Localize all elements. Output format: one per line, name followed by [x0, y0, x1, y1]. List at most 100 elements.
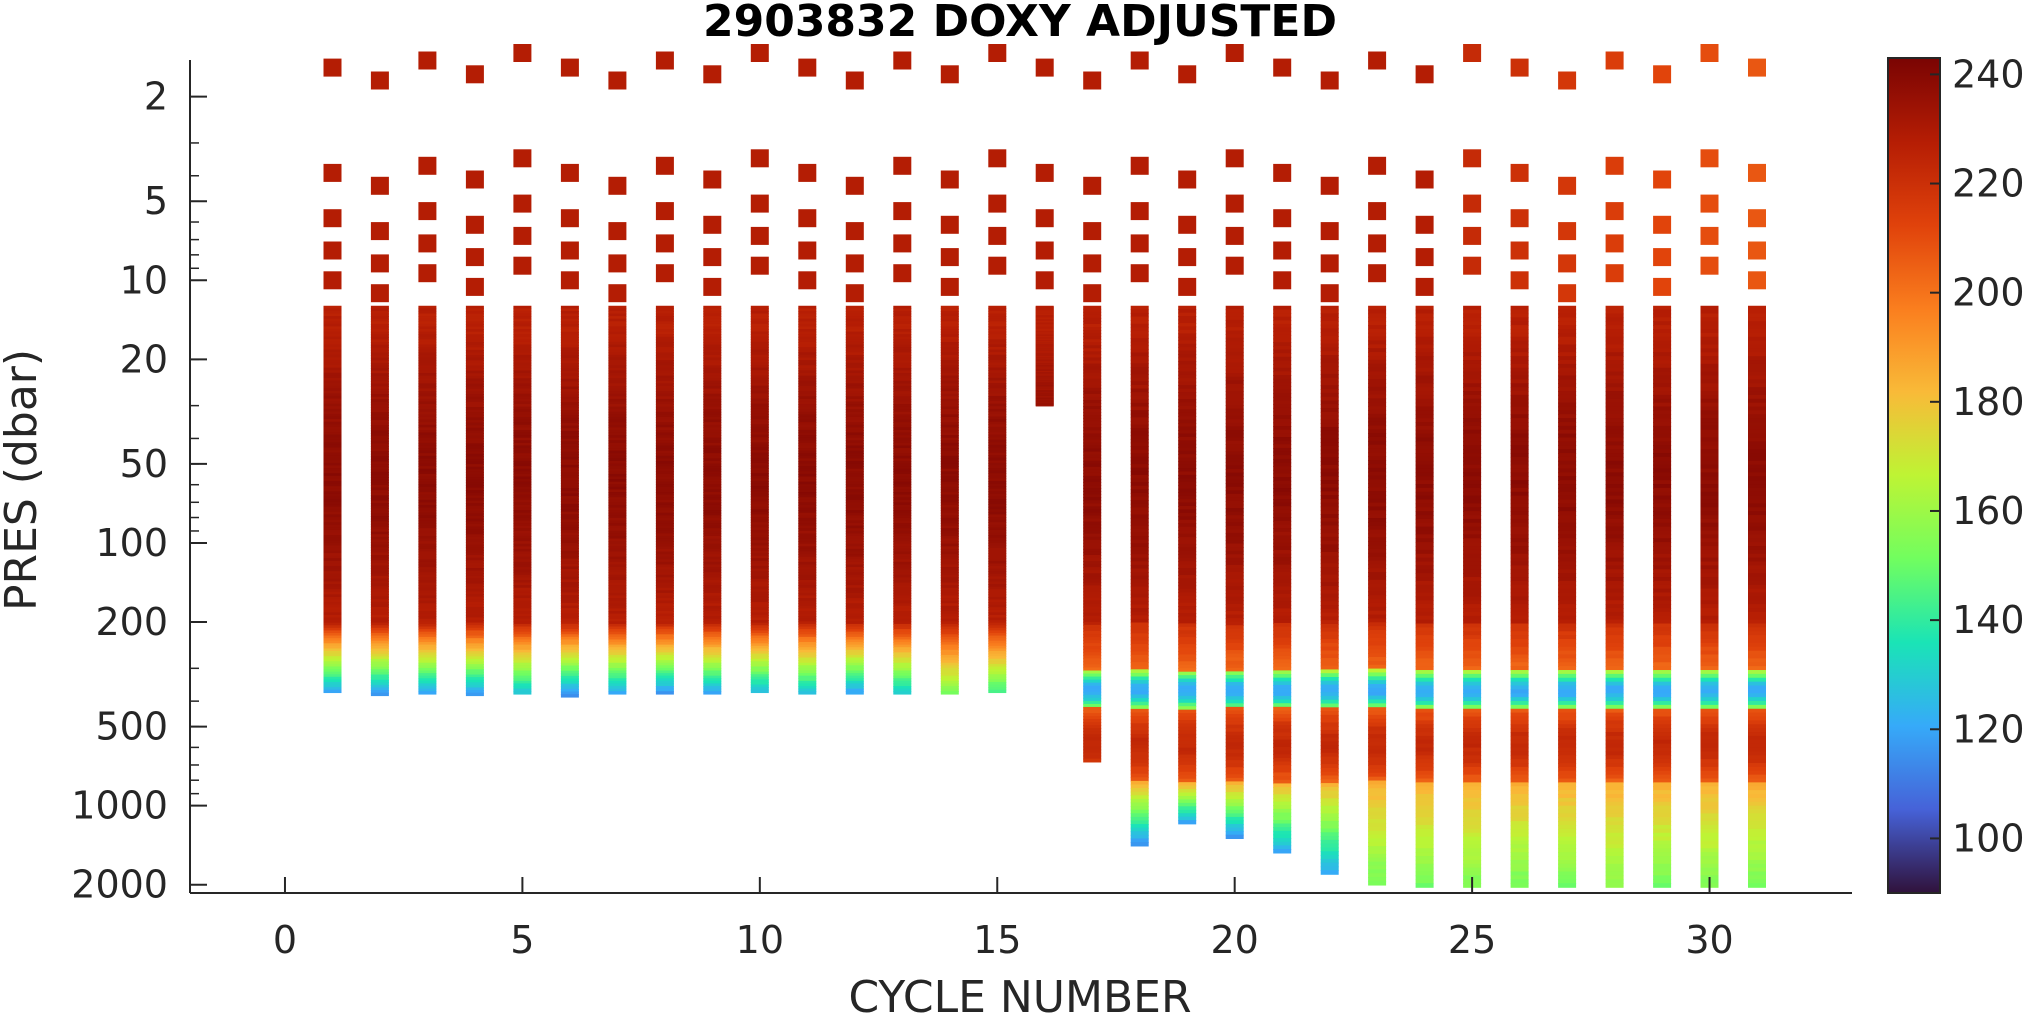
data-point — [940, 574, 959, 579]
data-point — [845, 450, 864, 455]
data-point — [560, 595, 579, 599]
data-point — [1653, 673, 1672, 679]
data-point — [1653, 375, 1672, 381]
data-point — [1700, 596, 1719, 602]
data-point — [370, 425, 389, 429]
data-point — [1130, 827, 1149, 833]
data-point — [418, 334, 437, 338]
data-point — [703, 308, 722, 312]
data-point — [513, 393, 532, 398]
data-point — [1700, 391, 1719, 396]
data-point — [323, 573, 342, 578]
data-point — [560, 329, 579, 333]
data-point — [1605, 495, 1624, 501]
data-point — [1700, 662, 1719, 667]
data-point — [1225, 504, 1244, 509]
data-point — [1415, 379, 1434, 385]
data-point — [1368, 788, 1387, 793]
data-point — [465, 497, 484, 502]
data-point — [845, 323, 864, 328]
data-point — [465, 386, 484, 390]
data-point — [1273, 812, 1292, 818]
x-tick-label: 25 — [1448, 918, 1496, 962]
data-point — [988, 542, 1007, 547]
data-point — [1700, 836, 1719, 842]
data-point — [703, 489, 722, 493]
data-point — [1178, 640, 1197, 645]
data-point — [1273, 382, 1292, 387]
data-point — [893, 683, 912, 687]
data-point — [1558, 809, 1577, 815]
data-point — [1653, 747, 1672, 753]
data-point — [370, 604, 389, 608]
data-point — [1415, 321, 1434, 326]
data-point — [1130, 202, 1149, 221]
data-point — [988, 651, 1007, 655]
data-point — [418, 530, 437, 535]
data-point — [1510, 615, 1529, 621]
data-point — [1700, 226, 1719, 245]
data-point — [608, 336, 627, 341]
data-point — [1653, 623, 1672, 629]
data-point — [513, 528, 532, 532]
data-point — [1415, 580, 1434, 586]
data-point — [513, 341, 532, 346]
data-point — [465, 495, 484, 499]
data-point — [1368, 460, 1387, 465]
data-point — [703, 600, 722, 605]
data-point — [655, 448, 674, 452]
data-point — [798, 58, 817, 77]
data-point — [1700, 848, 1719, 853]
data-point — [1130, 647, 1149, 653]
data-point — [1558, 743, 1577, 749]
data-point — [1700, 387, 1719, 392]
data-point — [323, 336, 342, 341]
data-point — [1415, 677, 1434, 683]
data-point — [465, 664, 484, 668]
data-point — [418, 445, 437, 449]
data-point — [370, 622, 389, 626]
data-point — [323, 560, 342, 565]
data-point — [703, 476, 722, 480]
data-point — [1558, 398, 1577, 404]
data-point — [370, 375, 389, 380]
data-point — [750, 532, 769, 536]
data-point — [655, 691, 674, 695]
data-point — [1178, 616, 1197, 621]
data-point — [1368, 363, 1387, 369]
profile-cycle-17 — [1083, 71, 1102, 763]
data-point — [1748, 499, 1766, 505]
data-point — [1415, 786, 1434, 791]
data-point — [798, 393, 817, 398]
data-point — [1225, 813, 1244, 818]
data-point — [323, 483, 342, 487]
data-point — [1558, 176, 1577, 195]
data-point — [1083, 503, 1102, 508]
data-point — [323, 408, 342, 413]
data-point — [370, 479, 389, 484]
data-point — [1653, 728, 1672, 733]
data-point — [1463, 712, 1482, 718]
data-point — [1225, 454, 1244, 460]
data-point — [798, 375, 817, 379]
data-point — [608, 486, 627, 491]
data-point — [418, 427, 437, 431]
data-point — [798, 618, 817, 623]
data-point — [513, 367, 532, 372]
data-point — [1130, 554, 1149, 559]
data-point — [798, 613, 817, 617]
data-point — [323, 413, 342, 418]
data-point — [1368, 386, 1387, 392]
data-point — [370, 365, 389, 369]
data-point — [1558, 254, 1577, 273]
data-point — [1463, 751, 1482, 757]
data-point — [1605, 437, 1624, 443]
data-point — [608, 316, 627, 320]
data-point — [798, 523, 817, 527]
data-point — [1415, 708, 1434, 714]
data-point — [513, 688, 532, 692]
data-point — [988, 310, 1007, 315]
data-point — [1415, 774, 1434, 780]
data-point — [465, 630, 484, 634]
